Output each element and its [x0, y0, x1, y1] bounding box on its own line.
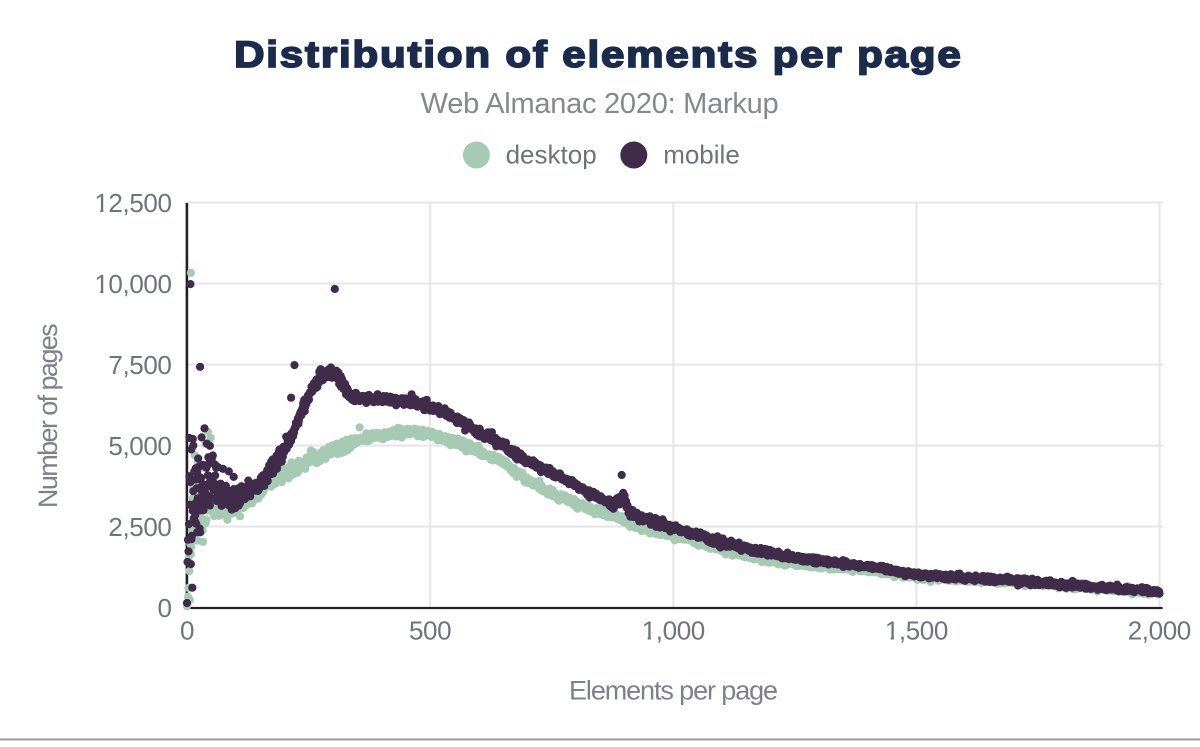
- svg-text:5,000: 5,000: [108, 431, 171, 461]
- svg-text:7,500: 7,500: [108, 350, 171, 380]
- svg-text:Distribution of elements per p: Distribution of elements per page: [234, 34, 962, 75]
- svg-text:Elements per page: Elements per page: [569, 676, 777, 706]
- svg-text:0: 0: [157, 593, 171, 623]
- svg-text:500: 500: [409, 616, 451, 646]
- svg-text:desktop: desktop: [506, 140, 597, 170]
- svg-text:Web Almanac 2020: Markup: Web Almanac 2020: Markup: [421, 88, 779, 120]
- svg-text:12,500: 12,500: [94, 188, 171, 218]
- svg-text:mobile: mobile: [663, 140, 740, 170]
- svg-text:2,500: 2,500: [108, 512, 171, 542]
- svg-text:2,000: 2,000: [1128, 616, 1191, 646]
- svg-text:10,000: 10,000: [94, 269, 171, 299]
- svg-text:0: 0: [180, 616, 194, 646]
- svg-text:Number of pages: Number of pages: [33, 324, 63, 508]
